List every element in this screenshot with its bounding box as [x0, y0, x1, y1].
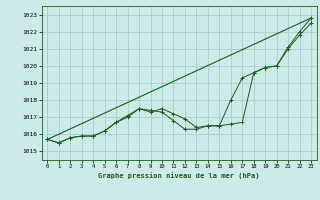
- X-axis label: Graphe pression niveau de la mer (hPa): Graphe pression niveau de la mer (hPa): [99, 172, 260, 179]
